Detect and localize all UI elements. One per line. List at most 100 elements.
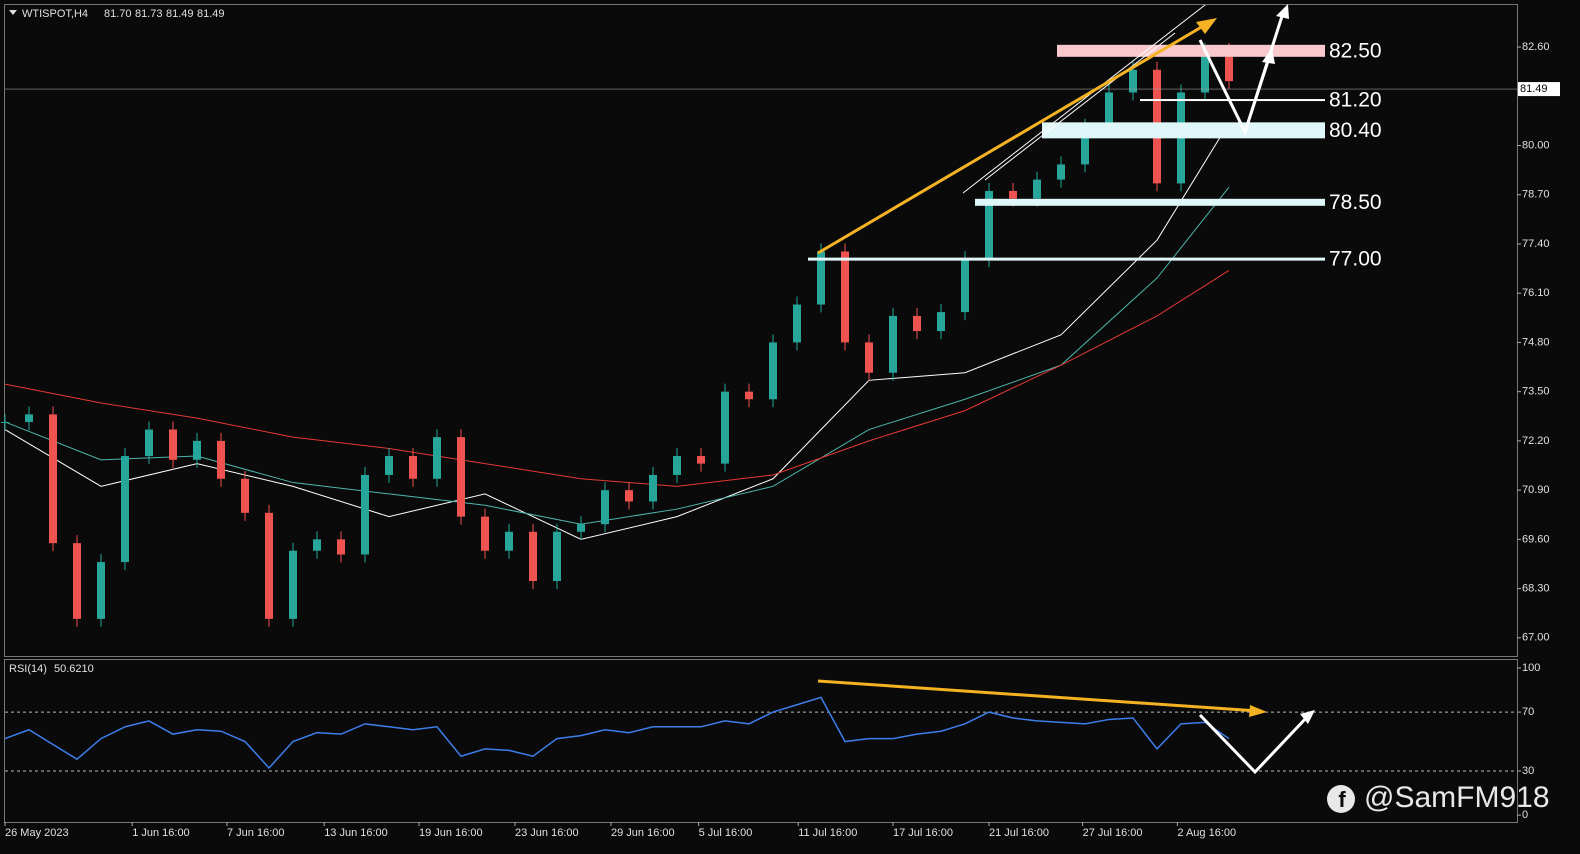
candle xyxy=(241,478,249,513)
candle xyxy=(289,550,297,619)
candle xyxy=(265,512,273,619)
candle xyxy=(1225,50,1233,82)
y-tick-label: 70.90 xyxy=(1522,484,1550,496)
x-tick-label: 2 Aug 16:00 xyxy=(1177,827,1236,839)
watermark: f @SamFM918 xyxy=(1327,781,1550,814)
y-tick-label: 70 xyxy=(1522,706,1534,718)
candle xyxy=(841,251,849,343)
forecast-arrow xyxy=(1198,9,1286,136)
y-tick-label: 30 xyxy=(1522,765,1534,777)
candle xyxy=(409,456,417,479)
watermark-text: @SamFM918 xyxy=(1364,781,1550,814)
rsi-current: 50.6210 xyxy=(54,663,94,675)
x-tick-label: 5 Jul 16:00 xyxy=(699,827,753,839)
rsi-forecast-head xyxy=(1300,710,1315,724)
candle xyxy=(481,516,489,551)
candle xyxy=(769,342,777,400)
y-tick-label: 73.50 xyxy=(1522,386,1550,398)
x-tick-label: 13 Jun 16:00 xyxy=(324,827,388,839)
candle xyxy=(73,543,81,619)
candle xyxy=(961,259,969,313)
candle xyxy=(553,531,561,582)
level-band xyxy=(1042,122,1325,139)
candle xyxy=(1105,92,1113,127)
trend-arrowhead xyxy=(1196,18,1217,34)
candle xyxy=(673,456,681,475)
rsi-line xyxy=(4,696,1230,770)
level-band xyxy=(975,198,1325,206)
candle xyxy=(1081,126,1089,165)
candle xyxy=(361,474,369,555)
current-price-box xyxy=(1518,82,1560,97)
candle xyxy=(601,490,609,525)
facebook-f: f xyxy=(1338,787,1346,812)
ohlc-value: 81.49 xyxy=(197,8,225,20)
level-band xyxy=(1140,99,1325,102)
candle xyxy=(313,539,321,551)
candle xyxy=(625,490,633,502)
candle xyxy=(49,414,57,544)
candle xyxy=(1009,190,1017,199)
candle xyxy=(193,440,201,460)
price-title: WTISPOT,H4 xyxy=(22,8,88,20)
candle xyxy=(793,304,801,343)
y-tick-label: 77.40 xyxy=(1522,238,1550,250)
x-tick-label: 21 Jul 16:00 xyxy=(989,827,1049,839)
level-band xyxy=(1057,44,1325,57)
channel-line xyxy=(984,32,1176,181)
candle xyxy=(577,524,585,532)
x-tick-label: 29 Jun 16:00 xyxy=(611,827,675,839)
rsi-title: RSI(14) xyxy=(9,663,47,675)
candle xyxy=(985,190,993,260)
moving-average xyxy=(4,186,1230,525)
x-tick-label: 26 May 2023 xyxy=(5,827,69,839)
candle xyxy=(1201,50,1209,93)
candle xyxy=(505,531,513,551)
y-tick-label: 100 xyxy=(1522,662,1540,674)
y-tick-label: 74.80 xyxy=(1522,336,1550,348)
x-tick-label: 11 Jul 16:00 xyxy=(798,827,857,839)
level-label: 82.50 xyxy=(1329,39,1382,62)
candle xyxy=(25,414,33,422)
trend-arrow xyxy=(817,20,1211,255)
rsi-divergence-head xyxy=(1249,705,1267,717)
y-tick-label: 78.70 xyxy=(1522,189,1550,201)
ohlc-value: 81.70 xyxy=(104,8,132,20)
y-tick-label: 82.60 xyxy=(1522,41,1550,53)
candle xyxy=(97,562,105,619)
candle xyxy=(337,539,345,555)
candle xyxy=(913,315,921,332)
rsi-divergence xyxy=(817,679,1259,713)
candle xyxy=(1129,69,1137,93)
x-tick-label: 19 Jun 16:00 xyxy=(419,827,483,839)
x-tick-label: 7 Jun 16:00 xyxy=(227,827,285,839)
channel-line xyxy=(962,4,1206,194)
level-label: 80.40 xyxy=(1329,119,1382,142)
level-label: 81.20 xyxy=(1329,89,1382,112)
candle xyxy=(937,312,945,332)
candle xyxy=(457,437,465,517)
facebook-icon xyxy=(1327,785,1355,813)
candle xyxy=(745,391,753,400)
y-tick-label: 0 xyxy=(1522,809,1528,821)
header-arrow xyxy=(9,10,17,15)
candle xyxy=(385,456,393,475)
moving-average xyxy=(4,122,1230,540)
candle xyxy=(721,391,729,464)
candle xyxy=(1033,179,1041,199)
y-tick-label: 67.00 xyxy=(1522,632,1550,644)
candle xyxy=(1,421,9,423)
candle xyxy=(697,456,705,464)
ohlc-value: 81.49 xyxy=(166,8,194,20)
candle xyxy=(817,251,825,305)
y-tick-label: 76.10 xyxy=(1522,287,1550,299)
price-panel xyxy=(4,4,1518,657)
rsi-forecast xyxy=(1198,713,1310,775)
y-tick-label: 80.00 xyxy=(1522,139,1550,151)
level-label: 78.50 xyxy=(1329,191,1382,214)
level-band xyxy=(808,257,1325,261)
x-tick-label: 23 Jun 16:00 xyxy=(515,827,579,839)
candle xyxy=(145,429,153,457)
candle xyxy=(529,531,537,582)
